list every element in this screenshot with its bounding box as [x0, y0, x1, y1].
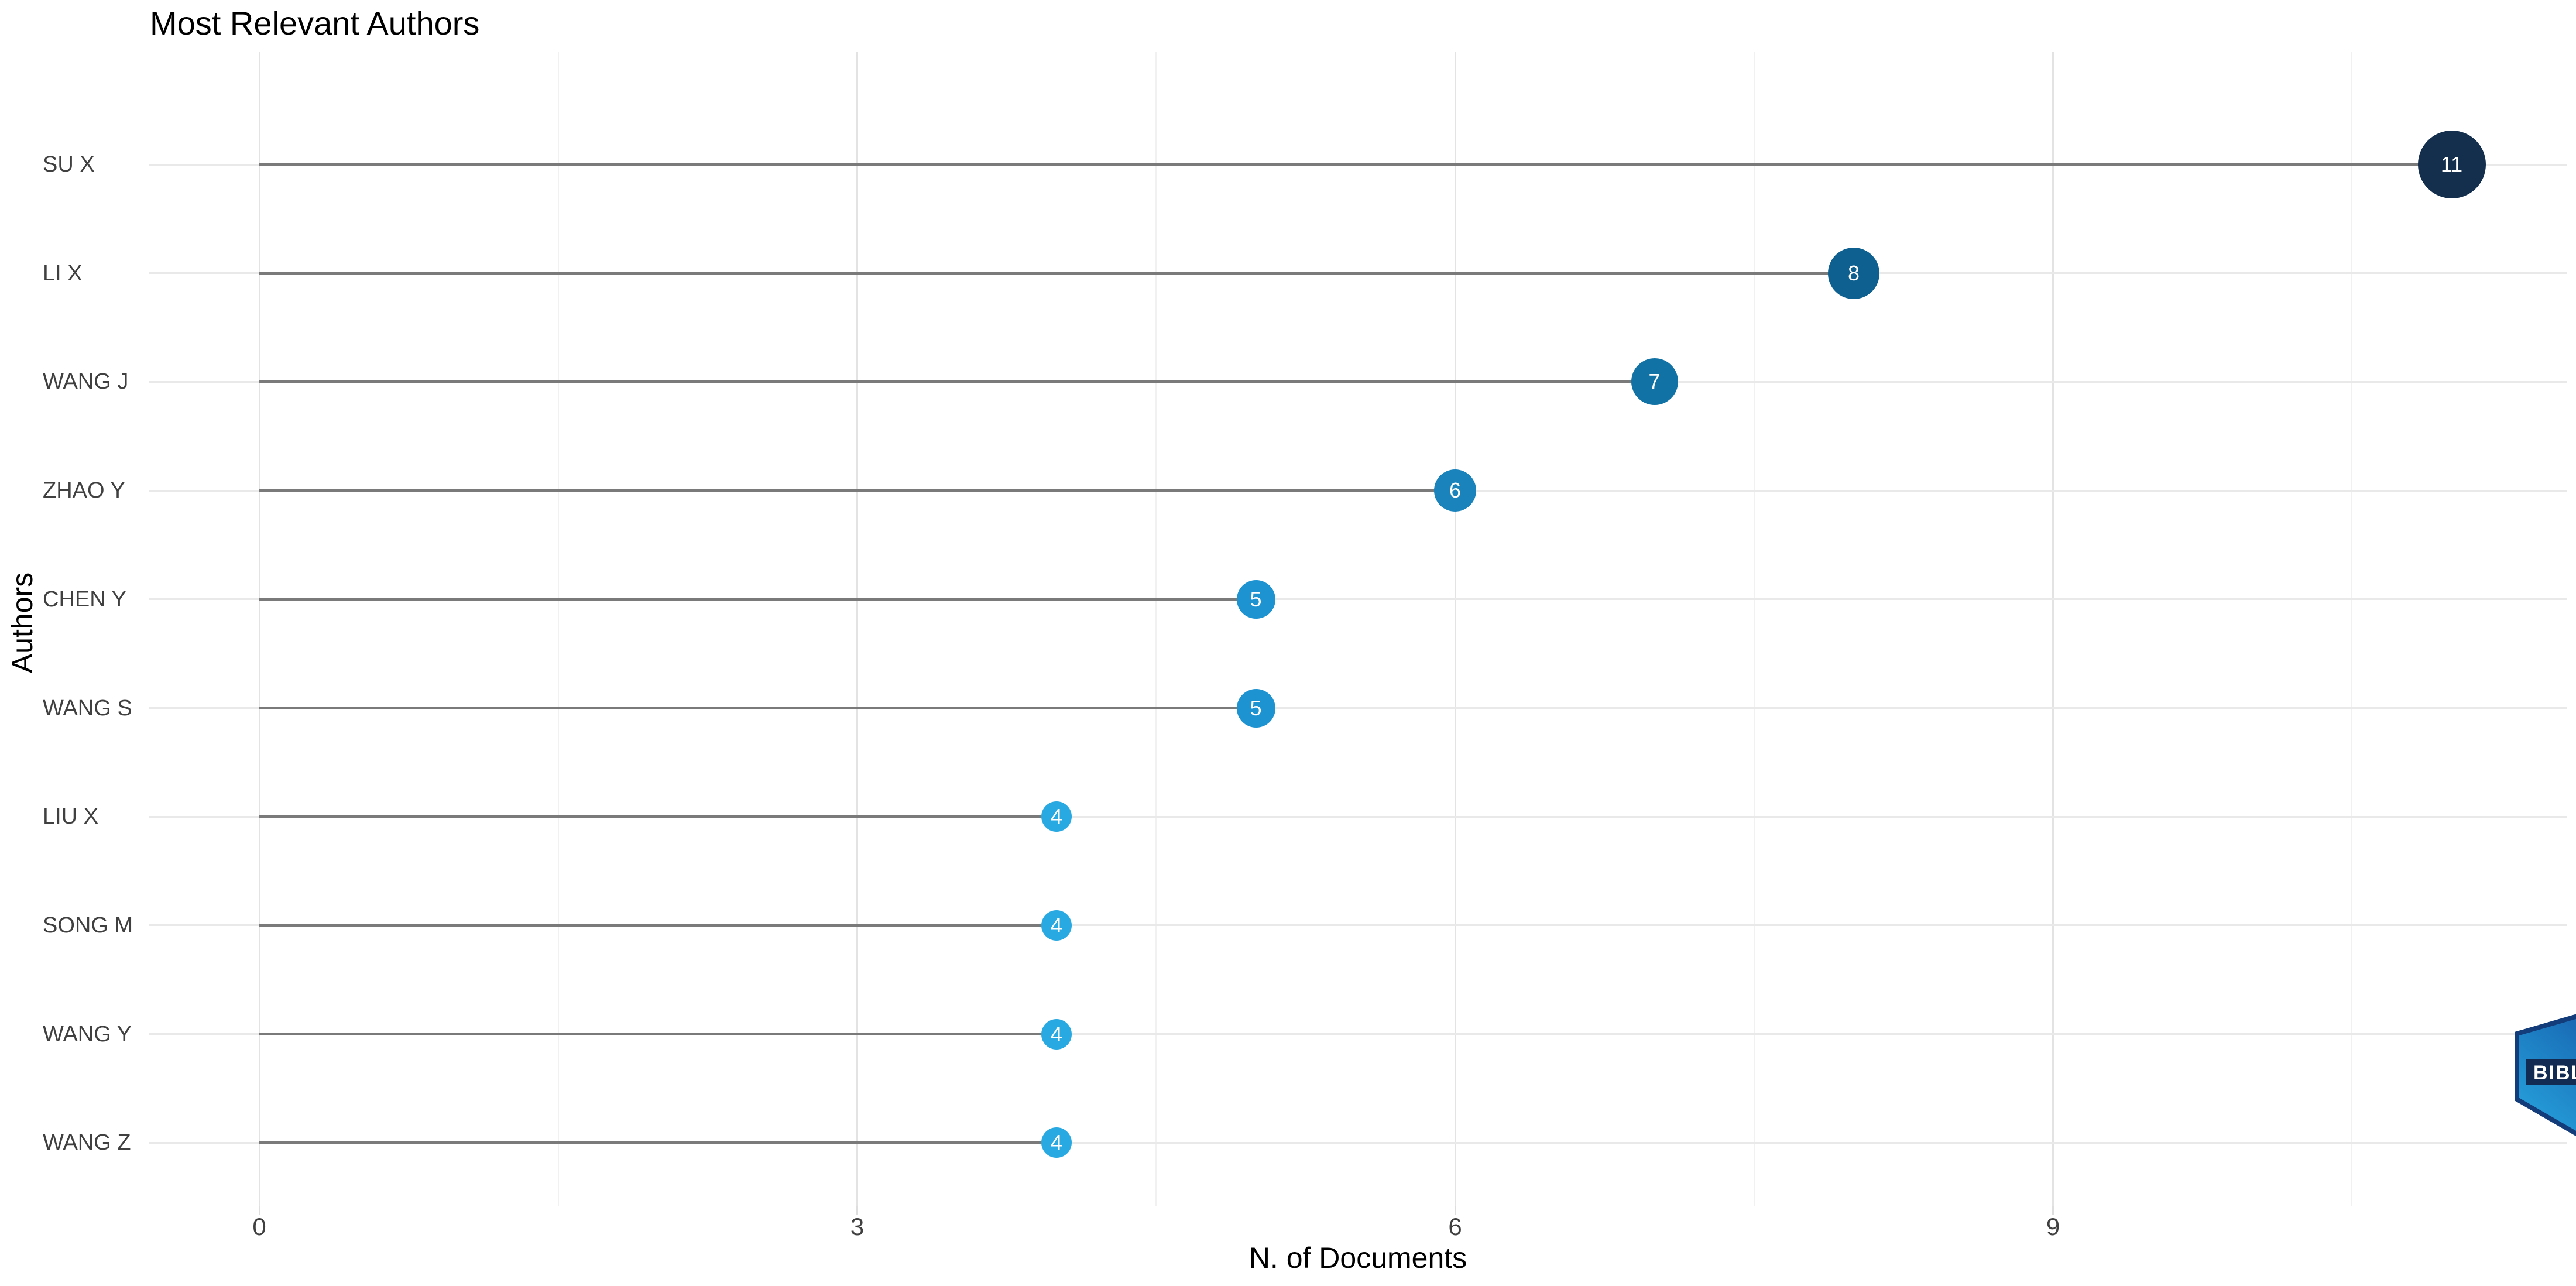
- data-point: 4: [1041, 910, 1072, 941]
- chart-title: Most Relevant Authors: [150, 5, 480, 42]
- y-axis-author-label: LIU X: [43, 804, 99, 829]
- y-axis-author-label: ZHAO Y: [43, 478, 125, 503]
- y-axis-author-label: WANG Y: [43, 1021, 132, 1047]
- row-gridline: [149, 924, 2567, 927]
- x-axis-tick-label: 3: [850, 1213, 865, 1240]
- y-axis-author-label: SONG M: [43, 913, 133, 938]
- lollipop-stem: [259, 1033, 1057, 1036]
- data-point-value: 4: [1050, 1021, 1063, 1046]
- data-point: 7: [1631, 358, 1678, 406]
- lollipop-stem: [259, 598, 1256, 601]
- data-point-value: 4: [1050, 1130, 1063, 1155]
- data-point: 4: [1041, 1018, 1072, 1050]
- gridline-minor: [557, 52, 559, 1206]
- gridline-major: [1454, 52, 1456, 1206]
- gridline-minor: [1753, 52, 1755, 1206]
- data-point-value: 5: [1250, 695, 1262, 720]
- gridline-major: [2052, 52, 2054, 1206]
- data-point: 11: [2417, 131, 2486, 198]
- data-point-value: 4: [1050, 804, 1063, 829]
- gridline-minor: [2351, 52, 2353, 1206]
- lollipop-stem: [259, 815, 1057, 818]
- lollipop-stem: [259, 380, 1655, 383]
- logo-shield: BIBLIO: [2515, 1014, 2576, 1137]
- y-axis-author-label: WANG J: [43, 369, 129, 395]
- y-axis-author-label: WANG Z: [43, 1130, 131, 1155]
- data-point: 5: [1236, 579, 1275, 619]
- lollipop-stem: [259, 1141, 1057, 1144]
- lollipop-stem: [259, 707, 1256, 710]
- y-axis-author-label: SU X: [43, 152, 95, 177]
- x-axis-tick-label: 6: [1448, 1213, 1462, 1240]
- data-point: 5: [1236, 688, 1275, 728]
- x-axis-tick-mark: [258, 1206, 260, 1215]
- data-point-value: 5: [1250, 587, 1262, 611]
- lollipop-stem: [259, 489, 1455, 492]
- y-axis-author-label: WANG S: [43, 695, 132, 721]
- gridline-minor: [1155, 52, 1157, 1206]
- data-point: 8: [1828, 247, 1879, 299]
- row-gridline: [149, 598, 2567, 601]
- gridline-major: [258, 52, 260, 1206]
- data-point-value: 7: [1648, 369, 1661, 394]
- x-axis-tick-mark: [2052, 1206, 2054, 1215]
- data-point: 6: [1434, 469, 1476, 512]
- y-axis-author-label: LI X: [43, 260, 83, 286]
- x-axis-tick-label: 0: [252, 1213, 266, 1240]
- data-point: 4: [1041, 801, 1072, 832]
- data-point-value: 8: [1847, 260, 1860, 285]
- logo-text: BIBLIO: [2533, 1062, 2576, 1084]
- y-axis-author-label: CHEN Y: [43, 587, 126, 612]
- row-gridline: [149, 1141, 2567, 1144]
- lollipop-stem: [259, 272, 1854, 275]
- lollipop-stem: [259, 924, 1057, 927]
- y-axis-title: Authors: [6, 572, 39, 674]
- data-point-value: 4: [1050, 913, 1063, 937]
- lollipop-stem: [259, 163, 2452, 166]
- x-axis-tick-mark: [856, 1206, 858, 1215]
- row-gridline: [149, 1033, 2567, 1035]
- bibliometrix-logo: BIBLIO: [2515, 1014, 2576, 1137]
- x-axis-title: N. of Documents: [1248, 1242, 1467, 1274]
- data-point-value: 6: [1449, 478, 1462, 503]
- gridline-major: [856, 52, 858, 1206]
- x-axis-tick-label: 9: [2046, 1213, 2060, 1240]
- row-gridline: [149, 707, 2567, 709]
- row-gridline: [149, 815, 2567, 818]
- data-point: 4: [1041, 1127, 1072, 1158]
- data-point-value: 11: [2440, 152, 2463, 176]
- x-axis-tick-mark: [1454, 1206, 1456, 1215]
